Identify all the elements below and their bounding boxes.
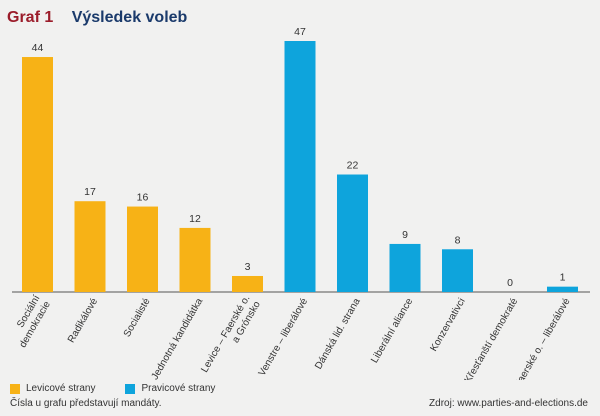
category-label-4: Levice – Faerské o.a Grónsko [199,293,263,380]
category-label-9: Křesťanští demokraté [463,296,521,380]
bar-8 [442,249,473,292]
data-label-9: 0 [507,277,513,289]
bar-10 [547,286,578,292]
bar-4 [232,275,263,292]
data-label-6: 22 [347,160,359,172]
bar-1 [74,201,106,292]
bar-7 [389,243,421,292]
category-label-line: Socialisté [122,296,153,339]
legend: Levicové strany Pravicové strany [10,383,245,394]
chart-header: Graf 1 Výsledek voleb [7,9,187,27]
legend-label-right: Pravicové strany [141,383,216,394]
data-label-7: 9 [402,229,408,241]
source-note: Zdroj: www.parties-and-elections.de [429,398,588,409]
category-label-line: Radikálové [66,296,100,345]
footnote: Čísla u grafu představují mandáty. [10,398,162,409]
category-label-3: Jednotná kandidátka [150,296,206,380]
category-label-line: Faerské o. – liberálové [513,296,573,380]
category-label-1: Radikálové [66,296,100,345]
data-label-8: 8 [455,234,461,246]
category-label-line: Jednotná kandidátka [150,296,206,380]
data-label-0: 44 [32,42,44,54]
category-label-line: Dánská lid. strana [313,296,363,371]
legend-item-right: Pravicové strany [125,383,215,394]
category-label-5: Venstre – liberálové [257,296,311,378]
data-label-2: 16 [137,192,149,204]
bar-6 [337,174,368,292]
legend-item-left: Levicové strany [10,383,95,394]
chart-title: Výsledek voleb [71,9,188,26]
category-label-2: Socialisté [122,296,153,339]
data-label-5: 47 [294,26,306,38]
category-label-6: Dánská lid. strana [313,296,363,371]
data-label-3: 12 [189,213,201,225]
data-label-4: 3 [245,261,251,273]
category-label-line: Křesťanští demokraté [463,296,521,380]
category-label-10: Faerské o. – liberálové [513,296,573,380]
category-label-line: Liberální aliance [369,296,415,365]
legend-swatch-right [125,383,136,394]
category-label-8: Konzervativci [428,297,467,354]
legend-label-left: Levicové strany [26,383,96,394]
data-label-10: 1 [560,272,566,284]
data-label-1: 17 [84,186,96,198]
figure-number: Graf 1 [7,9,54,26]
bar-3 [179,227,211,292]
bar-2 [127,206,158,292]
bar-0 [22,57,53,293]
category-label-0: Sociálnídemokracie [7,293,53,350]
category-label-line: Konzervativci [428,297,467,354]
legend-swatch-left [10,383,20,394]
bar-5 [284,41,316,292]
category-label-7: Liberální aliance [369,296,415,365]
bar-chart: 44 Sociálnídemokracie 17 Radikálové 16 Social… [7,26,590,380]
category-label-line: Venstre – liberálové [257,296,311,378]
